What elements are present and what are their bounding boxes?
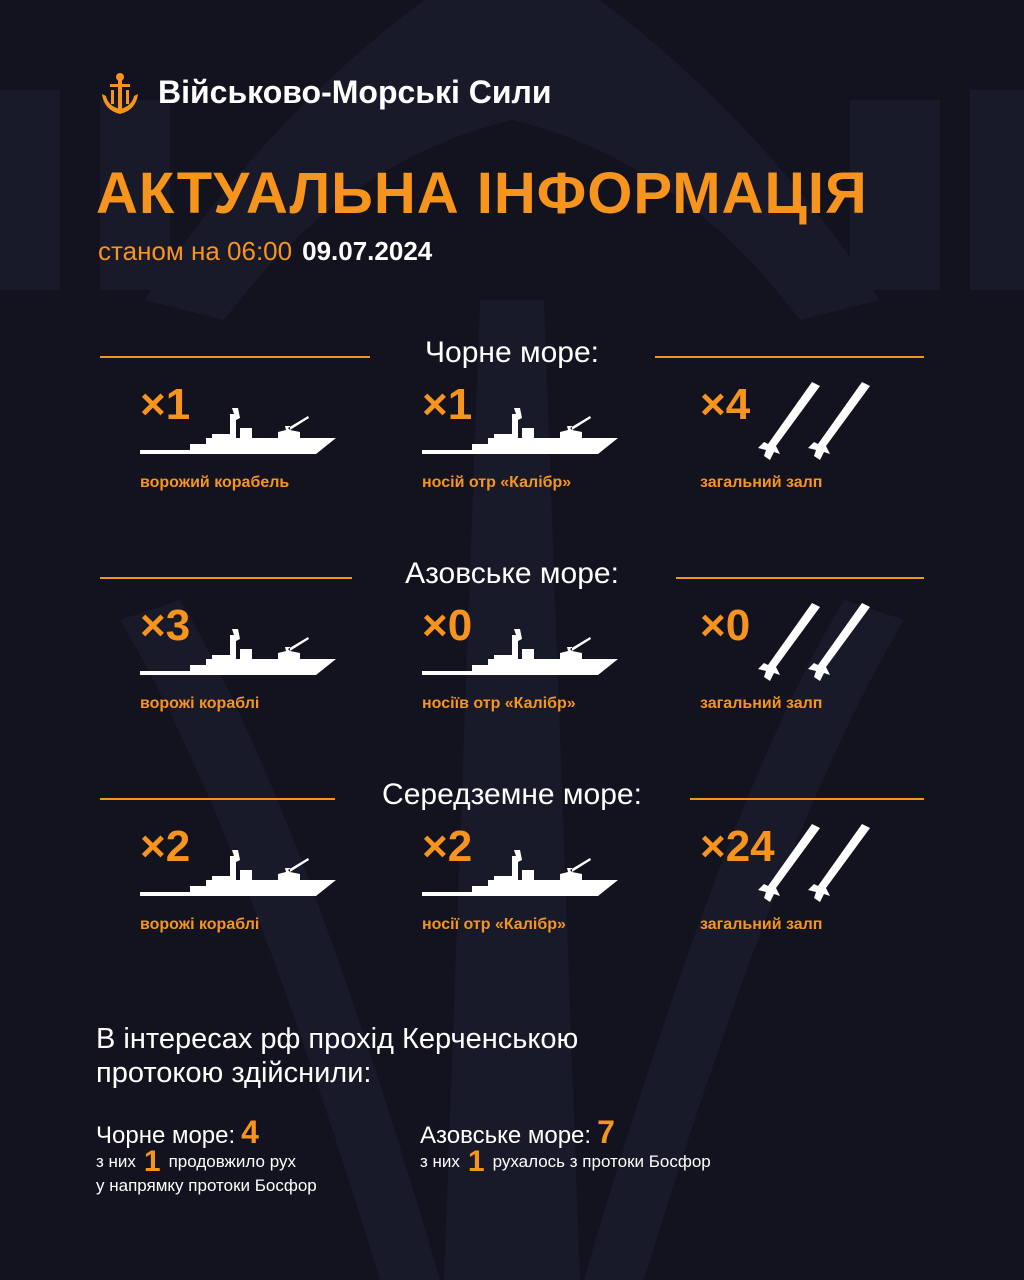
stat-item: ×4 загальний залп [700,380,920,500]
item-label: загальний залп [700,474,823,491]
sea-heading: Азовське море: [405,557,619,590]
stat-item: ×1 носій отр «Калібр» [422,380,642,500]
count: ×1 [140,380,191,429]
count: ×2 [422,822,473,871]
item-label: загальний залп [700,695,823,712]
stat-item: ×0 носіїв отр «Калібр» [422,601,642,721]
sub-prefix: з них [96,1152,136,1171]
warship-icon [422,629,618,675]
item-label: ворожий корабель [140,474,290,491]
warship-icon [422,408,618,454]
sub-value: 1 [143,1145,161,1178]
warship-icon [140,629,336,675]
divider [100,798,335,800]
item-label: загальний залп [700,916,823,933]
count: ×3 [140,601,191,650]
navy-anchor-logo [102,73,138,114]
sea-heading: Середземне море: [382,778,642,811]
intro-line: протокою здійснили: [96,1057,372,1089]
missiles-icon [758,603,870,681]
stat-label: Чорне море: [96,1122,236,1149]
stat-item: ×24 загальний залп [700,822,920,942]
page-title: АКТУАЛЬНА ІНФОРМАЦІЯ [96,161,868,226]
kerch-intro: В інтересах рф прохід Керченською протоко… [96,1022,578,1090]
stat-item: ×0 загальний залп [700,601,920,721]
divider [676,577,924,579]
sea-section: Азовське море: ×3 ворожі кораблі ×0 носіїв о… [0,557,1024,757]
stat-label: Азовське море: [420,1122,592,1149]
count: ×0 [700,601,751,650]
brand-name: Військово-Морські Сили [158,74,552,110]
divider [100,356,370,358]
report-date: 09.07.2024 [302,236,433,266]
kerch-black-sea: Чорне море: 4 [96,1114,259,1151]
sub-text: продовжило рух [168,1152,296,1171]
stat-item: ×3 ворожі кораблі [140,601,360,721]
divider [655,356,924,358]
item-label: ворожі кораблі [140,695,260,712]
count: ×0 [422,601,473,650]
stat-item: ×2 ворожі кораблі [140,822,360,942]
kerch-black-sub: з них 1 продовжило рух у напрямку протоки Б… [96,1147,317,1198]
kerch-azov-sea: Азовське море: 7 [420,1114,615,1151]
intro-line: В інтересах рф прохід Керченською [96,1023,579,1055]
sub-text: рухалось з протоки Босфор [492,1152,711,1171]
sub-text: у напрямку протоки Босфор [96,1176,317,1195]
as-of-label: станом на 06:00 [98,236,293,266]
as-of: станом на 06:00 09.07.2024 [98,236,432,267]
count: ×1 [422,380,473,429]
missiles-icon [758,824,870,902]
count: ×24 [700,822,775,871]
sea-section: Середземне море: ×2 ворожі кораблі ×2 носії … [0,778,1024,978]
sea-heading: Чорне море: [425,336,599,369]
item-label: носії отр «Калібр» [422,916,566,933]
sub-prefix: з них [420,1152,460,1171]
count: ×2 [140,822,191,871]
stat-item: ×1 ворожий корабель [140,380,360,500]
divider [690,798,924,800]
stat-item: ×2 носії отр «Калібр» [422,822,642,942]
count: ×4 [700,380,751,429]
item-label: носій отр «Калібр» [422,474,572,491]
item-label: ворожі кораблі [140,916,260,933]
kerch-azov-sub: з них 1 рухалось з протоки Босфор [420,1147,711,1177]
item-label: носіїв отр «Калібр» [422,695,576,712]
stat-value: 4 [241,1114,259,1150]
warship-icon [422,850,618,896]
warship-icon [140,408,336,454]
stat-value: 7 [597,1114,615,1150]
sub-value: 1 [467,1145,485,1178]
divider [100,577,352,579]
sea-section: Чорне море: ×1 ворожий корабель ×1 носій отр… [0,336,1024,536]
missiles-icon [758,382,870,460]
warship-icon [140,850,336,896]
